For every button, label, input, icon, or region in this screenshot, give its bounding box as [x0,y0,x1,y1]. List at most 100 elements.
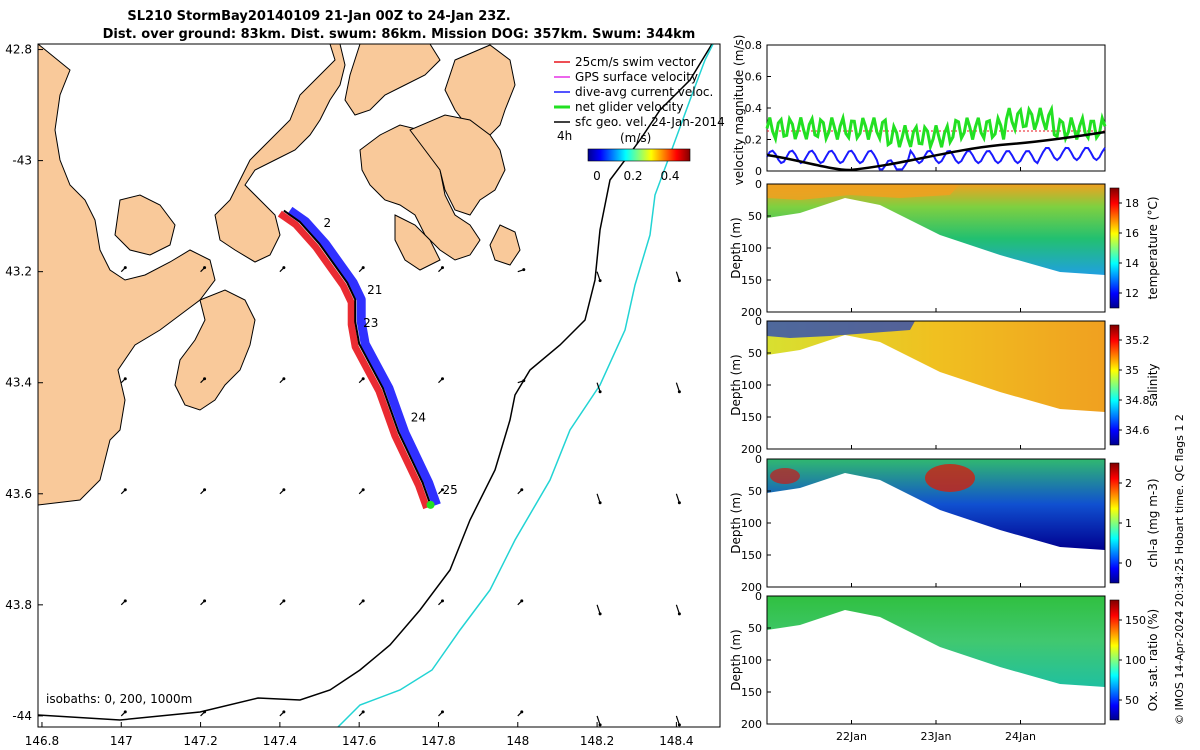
geo-arrow-head [677,612,681,616]
colorbar-tick-label: 35.2 [1125,334,1150,347]
map-x-tick-label: 148 [506,734,529,748]
depth-tick-label: 200 [741,443,762,456]
colorbar-tick-label: 50 [1125,694,1139,707]
salinity-field [767,321,1105,412]
colorbar-tick-label: 12 [1125,287,1139,300]
map-x-tick-label: 147.2 [183,734,217,748]
time-tick-label: 22Jan [836,730,867,743]
time-tick-label: 23Jan [921,730,952,743]
geo-arrow-head [361,488,365,492]
geo-arrow-head [123,710,127,714]
legend-label: 25cm/s swim vector [575,55,696,69]
temperature-section [767,184,1105,312]
geo-arrow-head [361,266,365,270]
depth-tick-label: 100 [741,517,762,530]
map-y-tick-label: -44 [12,709,32,723]
colorbar-title: (m/s) [620,131,651,145]
chla-patch-west [770,468,800,484]
map-x-tick-label: 148.4 [659,734,693,748]
geo-arrow [675,604,680,615]
legend-label: GPS surface velocity [575,70,698,84]
land-mass [38,44,521,506]
chla-field [767,459,1105,550]
dive-avg-current-line [766,146,1106,171]
geo-arrow [675,493,680,503]
geo-arrow-head [203,266,207,270]
glider-track [277,206,441,510]
depth-tick-label: 50 [748,347,762,360]
speed-colorbar [587,148,691,162]
geo-arrow-head [677,390,681,394]
chla-section [767,459,1105,587]
legend-label: sfc geo. vel. 24-Jan-2014 [575,115,725,129]
colorbar-tick-label: 34.8 [1125,394,1150,407]
colorbar-tick-label: 35 [1125,364,1139,377]
geo-arrow [596,382,601,392]
geo-arrow-head [440,488,444,492]
day-label: 24 [411,411,426,425]
depth-tick-label: 0 [755,590,762,603]
colorbar-tick-label: 18 [1125,197,1139,210]
geo-arrow [675,715,680,726]
geo-arrow-head [520,710,524,714]
section-colorbar [1109,462,1120,584]
geo-arrow-head [520,488,524,492]
map-x-tick-label: 148.2 [580,734,614,748]
map-y-tick-label: 43.4 [5,376,32,390]
legend-time-label: 4h [557,129,572,143]
velocity-y-tick-label: 0.8 [745,39,763,52]
depth-tick-label: 100 [741,379,762,392]
geo-arrow-head [203,377,207,381]
geo-arrow-head [677,501,681,505]
time-x-ticks: 22Jan 23Jan 24Jan [836,167,1036,743]
geo-arrow [675,271,680,281]
day-label: 2 [323,216,331,230]
map-y-tick-label: 43.2 [5,265,32,279]
geo-arrow-head [123,599,127,603]
title-line2: Dist. over ground: 83km. Dist. swum: 86k… [103,27,696,42]
geo-arrow-head [361,377,365,381]
colorbar-tick-label: 0 [1125,557,1132,570]
track-line [283,209,432,506]
depth-tick-label: 100 [741,242,762,255]
geo-arrow-head [677,723,681,727]
geo-arrow-head [522,268,526,272]
geo-arrow-head [123,266,127,270]
colorbar-tick-label: 16 [1125,227,1139,240]
colorbar-tick-label: 2 [1125,477,1132,490]
section-colorbar [1109,187,1120,309]
legend-label: dive-avg current veloc. [575,85,713,99]
day-label: 21 [367,283,382,297]
colorbar-label: salinity [1146,363,1160,406]
day-labels: 2 21 23 24 25 [323,216,457,497]
day-label: 23 [363,316,378,330]
temperature-field [767,184,1105,275]
map-x-ticks: 146.8 147 147.2 147.4 147.6 147.8 148 148.2 148.… [25,722,694,748]
depth-section-panels [767,184,1105,724]
net-glider-velocity-line [765,103,1107,153]
colorbar-tick-label: 14 [1125,257,1139,270]
map-frame [37,43,721,728]
salinity-section [767,321,1105,449]
depth-tick-label: 0 [755,178,762,191]
geo-arrow-head [598,390,602,394]
geo-arrow-head [598,723,602,727]
geo-arrow-head [598,501,602,505]
depth-tick-label: 50 [748,485,762,498]
map-x-tick-label: 146.8 [25,734,59,748]
geo-arrow-head [440,266,444,270]
colorbar-tick-1: 0.2 [623,169,642,183]
geo-arrow-head [440,710,444,714]
track-end-marker [426,500,435,509]
colorbar-tick-2: 0.4 [660,169,679,183]
warm-surface-band [767,184,960,200]
colorbar-label: Ox. sat. ratio (%) [1146,609,1160,711]
oxygen-section [767,596,1105,724]
depth-axis-label: Depth (m) [729,354,743,415]
velocity-y-tick-label: 0.2 [745,134,763,147]
swim-vectors [277,210,430,510]
fresh-surface-band [767,321,915,338]
velocity-y-tick-label: 0.4 [745,102,763,115]
